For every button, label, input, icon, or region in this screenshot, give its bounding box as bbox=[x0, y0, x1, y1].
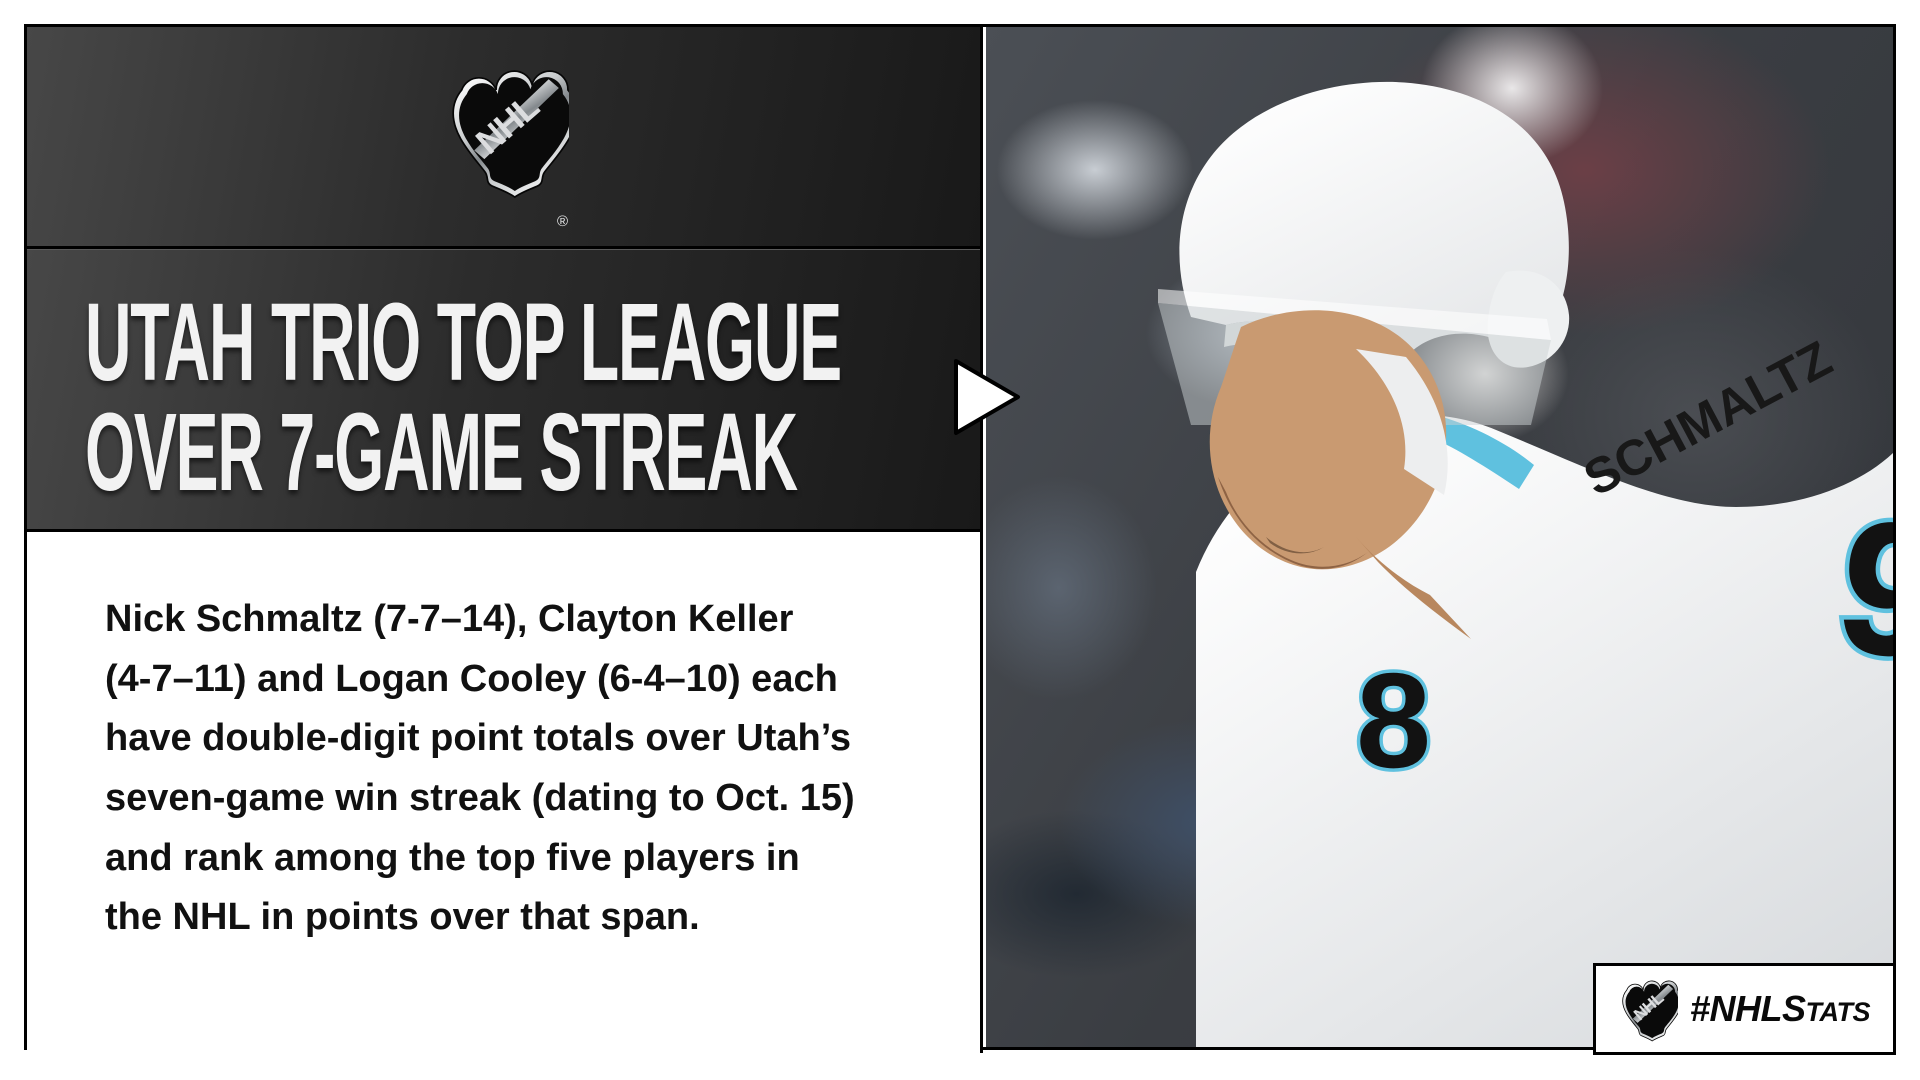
svg-text:SCHMALTZ: SCHMALTZ bbox=[1575, 330, 1841, 507]
svg-text:8: 8 bbox=[1356, 645, 1431, 796]
